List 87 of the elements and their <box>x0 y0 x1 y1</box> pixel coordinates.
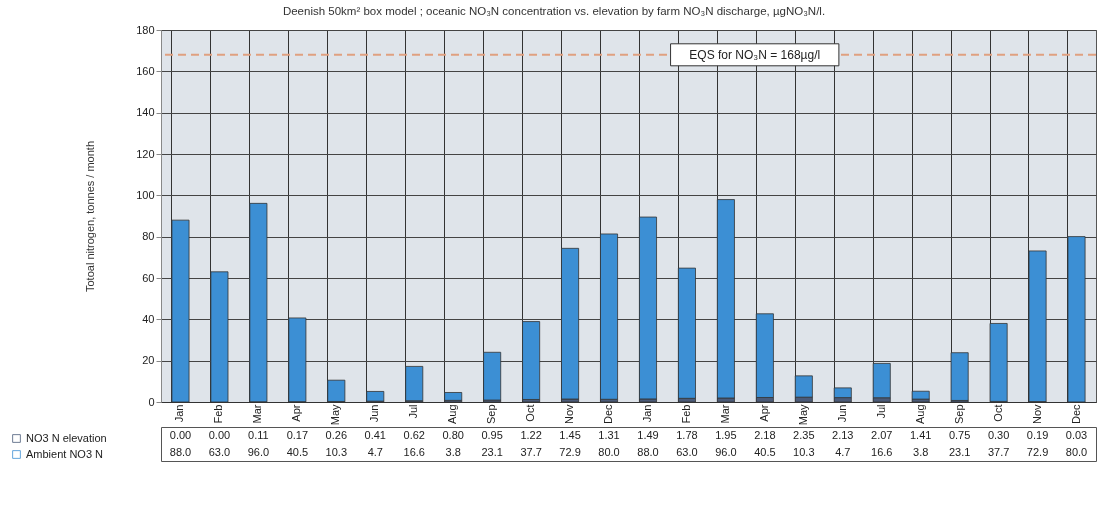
x-tick-label: Oct <box>524 404 537 422</box>
x-tick-label: Aug <box>446 404 459 425</box>
y-tick-label: 20 <box>142 354 155 367</box>
x-tick-label: Jan <box>173 404 186 423</box>
x-tick-label: Oct <box>991 404 1004 422</box>
x-tick-label: May <box>796 404 809 426</box>
data-label: 0.62 <box>403 428 425 441</box>
data-label: 0.19 <box>1026 428 1049 441</box>
y-axis-title: Totoal nitrogen, tonnes / month <box>84 140 97 293</box>
data-label: 10.3 <box>793 445 815 458</box>
data-label: 63.0 <box>676 445 698 458</box>
legend-label: Ambient NO3 N <box>26 447 104 460</box>
y-tick-label: 160 <box>136 64 155 77</box>
y-tick-label: 60 <box>142 271 155 284</box>
x-tick-label: Jun <box>835 404 848 423</box>
data-label: 72.9 <box>1026 445 1049 458</box>
data-label: 72.9 <box>559 445 581 458</box>
data-label: 63.0 <box>208 445 231 458</box>
data-label: 1.31 <box>598 428 620 441</box>
y-tick-label: 80 <box>142 230 155 243</box>
data-label: 1.95 <box>715 428 737 441</box>
data-label: 37.7 <box>987 445 1010 458</box>
data-label: 23.1 <box>481 445 503 458</box>
data-label: 2.18 <box>754 428 776 441</box>
data-label: 0.75 <box>948 428 971 441</box>
x-tick-label: Aug <box>913 404 926 425</box>
data-label: 0.00 <box>208 428 231 441</box>
data-label: 88.0 <box>169 445 192 458</box>
y-tick-label: 140 <box>136 106 155 119</box>
data-label: 1.22 <box>520 428 542 441</box>
data-label: 37.7 <box>520 445 542 458</box>
data-label: 4.7 <box>367 445 383 458</box>
data-label: 1.49 <box>637 428 659 441</box>
data-label: 2.07 <box>871 428 893 441</box>
data-label: 0.95 <box>481 428 503 441</box>
x-tick-label: Feb <box>212 404 225 424</box>
y-tick-label: 100 <box>136 188 155 201</box>
data-label: 16.6 <box>403 445 425 458</box>
y-tick-label: 120 <box>136 147 155 160</box>
data-label: 3.8 <box>913 445 929 458</box>
data-label: 0.00 <box>169 428 192 441</box>
data-label: 2.35 <box>793 428 815 441</box>
x-tick-label: Jun <box>368 404 381 423</box>
data-label: 2.13 <box>832 428 854 441</box>
ref-line-label: EQS for NO₃N = 168µg/l <box>689 47 821 62</box>
data-label: 88.0 <box>637 445 659 458</box>
x-tick-label: Dec <box>1069 404 1082 425</box>
data-label: 3.8 <box>445 445 461 458</box>
data-label: 4.7 <box>835 445 851 458</box>
data-label: 0.30 <box>987 428 1010 441</box>
data-label: 40.5 <box>286 445 309 458</box>
data-label: 1.41 <box>909 428 932 441</box>
legend-label: NO3 N elevation <box>26 431 107 444</box>
data-label: 80.0 <box>1065 445 1088 458</box>
data-label: 40.5 <box>754 445 776 458</box>
x-tick-label: Sep <box>952 404 965 425</box>
x-tick-label: Mar <box>718 404 731 424</box>
data-label: 80.0 <box>598 445 620 458</box>
data-label: 16.6 <box>871 445 893 458</box>
data-label: 0.41 <box>364 428 386 441</box>
data-label: 10.3 <box>325 445 348 458</box>
chart-title: Deenish 50km² box model ; oceanic NO₃N concentration vs. elevation by farm NO₃N discharge, µgNO₃N/l. <box>282 5 826 17</box>
x-tick-label: Feb <box>679 404 692 424</box>
x-tick-label: Mar <box>251 404 264 424</box>
x-tick-label: Apr <box>757 404 770 422</box>
data-label: 0.80 <box>442 428 464 441</box>
data-label: 23.1 <box>948 445 971 458</box>
data-label: 1.45 <box>559 428 581 441</box>
data-label: 0.11 <box>248 428 269 441</box>
x-tick-label: Nov <box>1030 404 1043 425</box>
y-tick-label: 40 <box>142 312 155 325</box>
x-tick-label: Jan <box>640 404 653 423</box>
x-tick-label: Apr <box>290 404 303 422</box>
data-label: 1.78 <box>676 428 698 441</box>
x-tick-label: Jul <box>407 404 420 419</box>
data-label: 96.0 <box>247 445 270 458</box>
data-label: 0.03 <box>1065 428 1088 441</box>
x-tick-label: May <box>329 404 342 426</box>
x-tick-label: Nov <box>563 404 576 425</box>
y-tick-label: 180 <box>136 23 155 36</box>
data-label: 96.0 <box>715 445 737 458</box>
data-label: 0.26 <box>325 428 348 441</box>
y-tick-label: 0 <box>148 395 155 408</box>
x-tick-label: Jul <box>874 404 887 419</box>
x-tick-label: Dec <box>602 404 615 425</box>
data-label: 0.17 <box>286 428 309 441</box>
x-tick-label: Sep <box>485 404 498 425</box>
